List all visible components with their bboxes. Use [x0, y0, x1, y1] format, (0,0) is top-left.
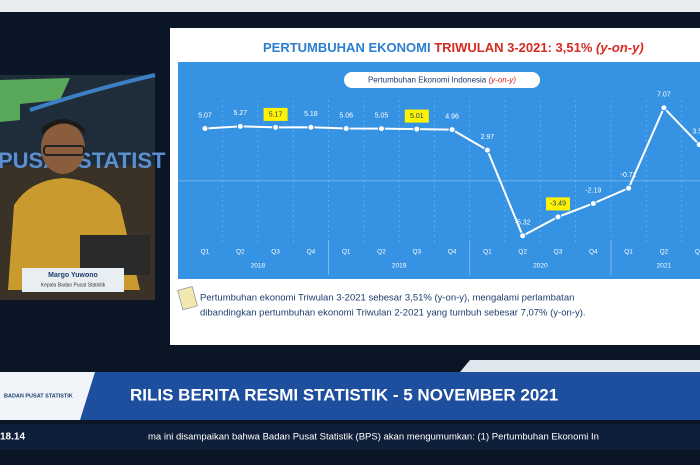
- subtitle-main: Pertumbuhan Ekonomi Indonesia: [368, 76, 487, 85]
- data-point: [519, 232, 527, 240]
- head: [41, 122, 85, 174]
- data-label: 5.06: [339, 112, 353, 119]
- chart-title: PERTUMBUHAN EKONOMI TRIWULAN 3-2021: 3,5…: [263, 40, 644, 55]
- title-suffix: (y-on-y): [596, 40, 644, 55]
- data-point: [307, 123, 315, 131]
- glasses: [43, 145, 85, 156]
- speaker-role: Kepala Badan Pusat Statistik: [41, 282, 106, 288]
- plot: 2018 2019 2020 2021 Q1 Q2 Q3 Q4 Q1 Q2 Q3 Q4 Q1 Q2 Q3 Q4…: [178, 92, 700, 275]
- speaker-name: Margo Yuwono: [48, 272, 98, 279]
- year-label: 2021: [657, 263, 672, 270]
- data-point: [236, 122, 244, 130]
- highlight-box: [263, 107, 288, 121]
- ticker-time: 18.14: [0, 432, 25, 443]
- data-point: [483, 146, 491, 154]
- note-icon: [177, 286, 198, 311]
- nameplate: [22, 268, 124, 292]
- x-tick-label: Q4: [589, 249, 598, 256]
- data-label: 2.97: [481, 134, 495, 141]
- data-label: 5.18: [304, 111, 318, 118]
- x-tick-label: Q3: [271, 249, 280, 256]
- data-label: 5.07: [198, 112, 212, 119]
- x-tick-label: Q3: [412, 249, 421, 256]
- x-tick-label: Q3: [554, 249, 563, 256]
- data-point: [625, 184, 633, 192]
- banner-accent: [460, 360, 700, 372]
- banner-headline: RILIS BERITA RESMI STATISTIK - 5 NOVEMBE…: [130, 385, 558, 404]
- data-label: 7.07: [657, 92, 671, 99]
- banner-org: BADAN PUSAT STATISTIK: [4, 393, 73, 399]
- x-tick-label: Q1: [201, 249, 210, 256]
- note: Pertumbuhan ekonomi Triwulan 3-2021 sebe…: [177, 286, 586, 319]
- x-tick-label: Q2: [660, 249, 669, 256]
- data-point: [660, 104, 668, 112]
- x-tick-label: Q1: [483, 249, 492, 256]
- x-tick-label: Q1: [342, 249, 351, 256]
- data-label: 5.01: [410, 113, 424, 120]
- data-label: -2.19: [585, 187, 601, 194]
- data-point: [554, 213, 562, 221]
- year-label: 2020: [533, 263, 548, 270]
- data-point: [201, 124, 209, 132]
- chart-subtitle: Pertumbuhan Ekonomi Indonesia (y-on-y): [368, 76, 516, 85]
- data-label: -5.32: [515, 220, 531, 227]
- ticker-text: ma ini disampaikan bahwa Badan Pusat Sta…: [148, 432, 599, 443]
- data-label: 3.51: [692, 128, 700, 135]
- data-point: [695, 141, 700, 149]
- data-point: [272, 123, 280, 131]
- ticker-bg: [0, 424, 700, 450]
- x-tick-label: Q2: [236, 249, 245, 256]
- banner-logo-area: [0, 372, 95, 420]
- data-label: 5.05: [375, 112, 389, 119]
- top-strip: [0, 0, 700, 12]
- data-label: 4.96: [445, 113, 459, 120]
- hair: [42, 119, 86, 135]
- title-highlight: TRIWULAN 3-2021: 3,51%: [434, 40, 593, 55]
- x-tick-label: Q2: [518, 249, 527, 256]
- x-tick-label: Q1: [624, 249, 633, 256]
- speaker-video: PUSAT STATIST Margo Yuwono Kepala Badan …: [0, 73, 166, 300]
- data-label: 5.17: [269, 111, 283, 118]
- year-label: 2018: [251, 263, 266, 270]
- x-tick-label: Q4: [307, 249, 316, 256]
- subtitle-suffix: (y-on-y): [488, 76, 516, 85]
- banner-bg: [0, 372, 700, 420]
- x-tick-label: Q3: [695, 249, 700, 256]
- highlight-box: [404, 109, 429, 123]
- data-point: [589, 199, 597, 207]
- subtitle-pill: [344, 72, 540, 88]
- data-label: -3.49: [550, 201, 566, 208]
- data-label: 5.27: [233, 110, 247, 117]
- note-line: Pertumbuhan ekonomi Triwulan 3-2021 sebe…: [200, 293, 574, 304]
- x-tick-label: Q2: [377, 249, 386, 256]
- x-tick-label: Q4: [448, 249, 457, 256]
- chart-panel: [178, 62, 700, 279]
- data-label: -0.71: [621, 172, 637, 179]
- year-label: 2019: [392, 263, 407, 270]
- logo-swoosh: [29, 73, 156, 112]
- logo-shape: [0, 78, 70, 122]
- data-point: [448, 126, 456, 134]
- highlight-box: [546, 197, 570, 211]
- data-point: [342, 125, 350, 133]
- data-point: [413, 125, 421, 133]
- title-main: PERTUMBUHAN EKONOMI: [263, 40, 431, 55]
- data-point: [378, 125, 385, 133]
- note-line: dibandingkan pertumbuhan ekonomi Triwula…: [200, 308, 586, 319]
